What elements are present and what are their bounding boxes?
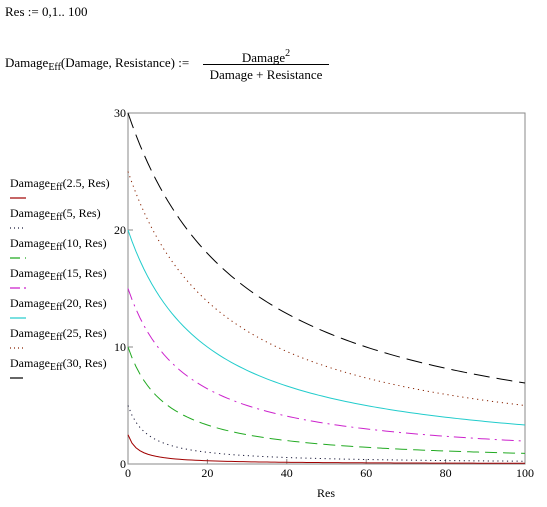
function-name: Damage — [5, 55, 49, 70]
legend-item: DamageEff(25, Res) — [10, 326, 107, 343]
legend-label-args: (2.5, Res) — [62, 176, 110, 190]
assign-operator: := — [178, 55, 190, 70]
x-tick-label: 0 — [125, 466, 131, 480]
legend-label-name: Damage — [10, 326, 50, 340]
y-tick-label: 20 — [114, 223, 126, 237]
fraction-denominator: Damage + Resistance — [209, 67, 323, 82]
fraction-bar — [203, 64, 329, 65]
legend-label-subscript: Eff — [49, 242, 63, 253]
numerator-base: Damage — [241, 50, 286, 65]
plot-frame — [127, 112, 526, 465]
y-tick-label: 10 — [114, 340, 126, 354]
legend-item: DamageEff(2.5, Res) — [10, 176, 110, 193]
legend-label-subscript: Eff — [49, 302, 63, 313]
legend-label-args: (10, Res) — [62, 236, 107, 250]
x-tick-label: 60 — [360, 466, 372, 480]
legend-label-args: (25, Res) — [62, 326, 107, 340]
series-line-2 — [127, 405, 526, 462]
fraction-numerator: Damage2 — [203, 44, 329, 65]
legend-item: DamageEff(10, Res) — [10, 236, 107, 253]
legend-label-subscript: Eff — [49, 182, 63, 193]
legend-label-subscript: Eff — [49, 272, 63, 283]
legend-item: DamageEff(30, Res) — [10, 356, 107, 373]
numerator-exponent: 2 — [285, 48, 291, 59]
legend-label-name: Damage — [10, 266, 50, 280]
legend-label-args: (20, Res) — [62, 296, 107, 310]
series-line-5 — [127, 229, 526, 426]
y-tick-label: 0 — [120, 457, 126, 471]
y-tick-label: 30 — [114, 106, 126, 120]
legend-label-name: Damage — [10, 176, 50, 190]
legend-label-name: Damage — [10, 296, 50, 310]
axis-ticks: 0 20 40 60 80 100 0 10 20 30 — [114, 106, 534, 480]
function-subscript: Eff — [48, 62, 61, 73]
x-tick-label: 80 — [440, 466, 452, 480]
range-definition[interactable]: Res := 0,1.. 100 — [5, 4, 88, 19]
plot-series — [127, 112, 526, 464]
x-axis-label: Res — [317, 486, 335, 500]
legend-item: DamageEff(15, Res) — [10, 266, 107, 283]
legend-label-subscript: Eff — [49, 212, 63, 223]
legend-label-args: (5, Res) — [62, 206, 101, 220]
legend-label-subscript: Eff — [49, 362, 63, 373]
legend-item: DamageEff(20, Res) — [10, 296, 107, 313]
legend-label-subscript: Eff — [49, 332, 63, 343]
legend-label-name: Damage — [10, 356, 50, 370]
legend-label-args: (30, Res) — [62, 356, 107, 370]
legend-item: DamageEff(5, Res) — [10, 206, 101, 223]
series-line-7 — [127, 112, 526, 384]
legend-label-args: (15, Res) — [62, 266, 107, 280]
function-lhs: DamageEff(Damage, Resistance) := — [5, 55, 189, 73]
function-args: (Damage, Resistance) — [60, 55, 175, 70]
x-tick-label: 20 — [201, 466, 213, 480]
legend-label-name: Damage — [10, 206, 50, 220]
series-line-1 — [127, 434, 526, 464]
series-line-6 — [127, 171, 526, 406]
series-line-4 — [127, 288, 526, 442]
fraction: Damage2 Damage + Resistance — [203, 44, 329, 84]
legend-label-name: Damage — [10, 236, 50, 250]
x-tick-label: 100 — [516, 466, 534, 480]
x-tick-label: 40 — [281, 466, 293, 480]
series-line-3 — [127, 346, 526, 454]
